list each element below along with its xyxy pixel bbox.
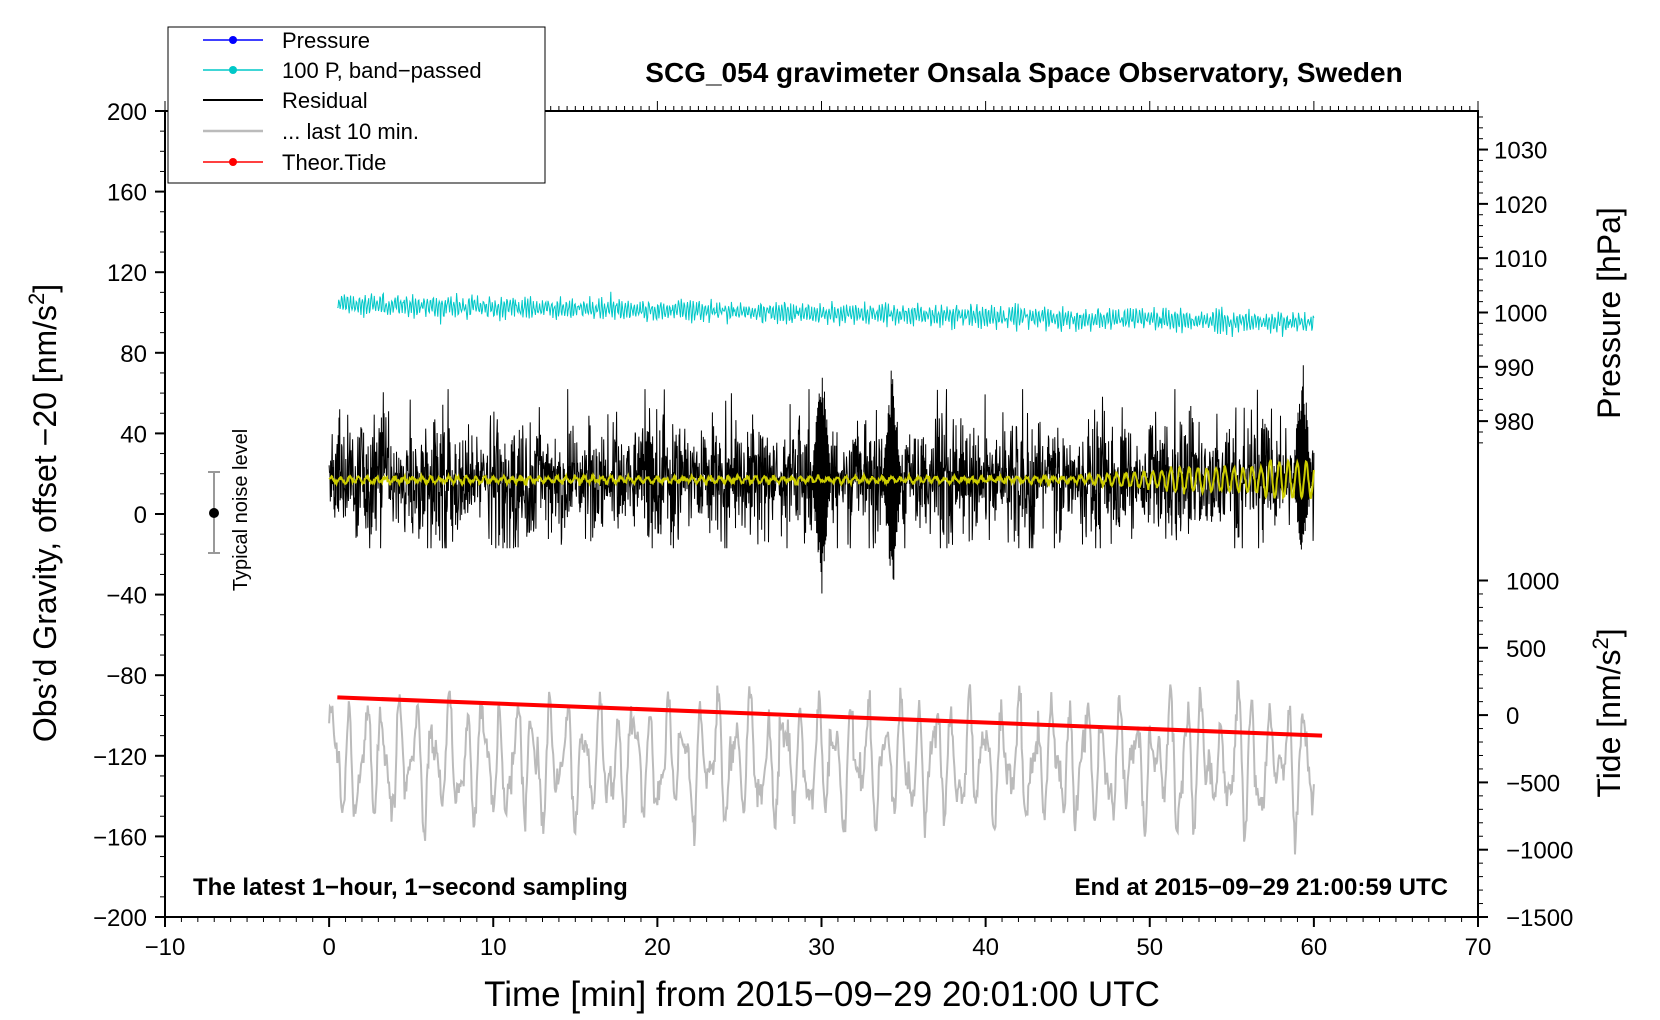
legend: Pressure 100 P, band−passed Residual ...… (167, 26, 546, 184)
noise-indicator: Typical noise level (208, 429, 252, 591)
y-tick-label-0: 200 (107, 99, 147, 126)
legend-label-theor-tide: Theor.Tide (282, 150, 386, 175)
ticks-layer: −10 0 10 20 30 40 50 60 7020016012080400−40−80−1… (93, 99, 1573, 961)
y-tick-label-6: −40 (106, 583, 147, 610)
x-tick-label-7: 60 (1301, 934, 1328, 961)
y-axis-label-close: ] (27, 284, 63, 293)
legend-box (167, 26, 546, 184)
y-axis-label-text: Obs’d Gravity, offset −20 [nm/s (27, 305, 63, 742)
legend-item-band-passed: 100 P, band−passed (203, 58, 482, 83)
pressure-tick-label-1: 1020 (1494, 192, 1547, 219)
chart-title: SCG_054 gravimeter Onsala Space Observat… (645, 57, 1402, 88)
x-tick-label-8: 70 (1465, 934, 1492, 961)
x-tick-label-3: 20 (644, 934, 671, 961)
tide-axis-label-close: ] (1591, 628, 1627, 637)
series-layer (328, 291, 1323, 855)
pressure-tick-label-5: 980 (1494, 409, 1534, 436)
tide-tick-label-3: −500 (1506, 770, 1560, 797)
x-tick-label-2: 10 (480, 934, 507, 961)
tide-tick-label-2: 0 (1506, 703, 1519, 730)
pressure-tick-label-0: 1030 (1494, 138, 1547, 165)
series-residual (328, 365, 1315, 594)
legend-marker-pressure (229, 36, 237, 44)
legend-item-pressure: Pressure (203, 28, 370, 53)
sampling-note: The latest 1−hour, 1−second sampling (193, 874, 628, 901)
tide-tick-label-0: 1000 (1506, 568, 1559, 595)
y-tick-label-4: 40 (120, 421, 147, 448)
pressure-tick-label-3: 1000 (1494, 301, 1547, 328)
pressure-tick-label-4: 990 (1494, 355, 1534, 382)
y-tick-label-1: 160 (107, 180, 147, 207)
series-theor-tide (337, 695, 1323, 738)
y-tick-label-7: −80 (106, 663, 147, 690)
tide-axis-label-sup: 2 (1588, 637, 1613, 649)
legend-marker-theor-tide (229, 158, 237, 166)
tide-axis-label-text: Tide [nm/s (1591, 649, 1627, 797)
noise-label: Typical noise level (230, 429, 252, 591)
tide-axis-label: Tide [nm/s2] (1588, 628, 1627, 797)
y-tick-label-9: −160 (93, 824, 147, 851)
tide-tick-label-4: −1000 (1506, 838, 1573, 865)
series-residual-lowpass (328, 458, 1315, 501)
x-tick-label-4: 30 (808, 934, 835, 961)
end-time-note: End at 2015−09−29 21:00:59 UTC (1074, 874, 1448, 901)
y-tick-label-10: −200 (93, 905, 147, 932)
tide-tick-label-5: −1500 (1506, 905, 1573, 932)
pressure-axis-label: Pressure [hPa] (1591, 207, 1627, 419)
legend-label-band-passed: 100 P, band−passed (282, 58, 482, 83)
y-tick-label-2: 120 (107, 260, 147, 287)
noise-dot (209, 508, 219, 518)
legend-item-last-10-min: ... last 10 min. (203, 119, 419, 144)
series-band-passed-pressure (337, 291, 1315, 338)
x-tick-label-5: 40 (972, 934, 999, 961)
y-tick-label-5: 0 (134, 502, 147, 529)
y-tick-label-8: −120 (93, 744, 147, 771)
legend-marker-band-passed (229, 66, 237, 74)
x-tick-label-0: −10 (145, 934, 186, 961)
legend-label-last-10-min: ... last 10 min. (282, 119, 419, 144)
legend-item-theor-tide: Theor.Tide (203, 150, 386, 175)
x-tick-label-6: 50 (1136, 934, 1163, 961)
legend-item-residual: Residual (203, 88, 368, 113)
x-tick-label-1: 0 (322, 934, 335, 961)
y-axis-label-sup: 2 (24, 293, 49, 305)
legend-label-residual: Residual (282, 88, 368, 113)
series-last-10-min (328, 679, 1315, 855)
y-tick-label-3: 80 (120, 341, 147, 368)
pressure-tick-label-2: 1010 (1494, 246, 1547, 273)
tide-tick-label-1: 500 (1506, 636, 1546, 663)
x-axis-label: Time [min] from 2015−09−29 20:01:00 UTC (484, 975, 1160, 1014)
y-axis-label: Obs’d Gravity, offset −20 [nm/s2] (24, 284, 63, 742)
legend-label-pressure: Pressure (282, 28, 370, 53)
